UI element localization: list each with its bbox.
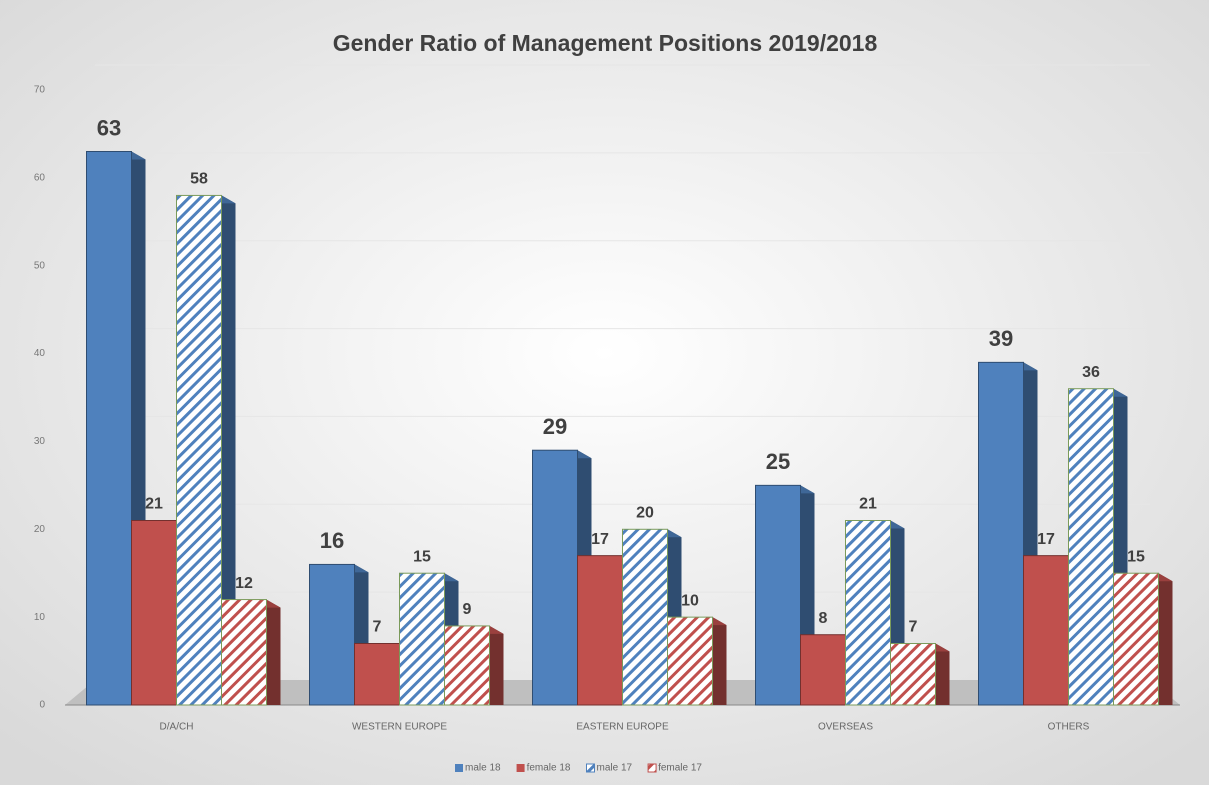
- legend-swatch: [516, 764, 525, 772]
- bar-side: [489, 625, 504, 705]
- data-label: 7: [373, 619, 382, 636]
- bar: [221, 599, 267, 706]
- data-label: 15: [413, 548, 431, 565]
- data-label: 16: [320, 528, 344, 553]
- y-tick-label: 30: [34, 436, 46, 447]
- bar: [890, 643, 936, 706]
- bar: [622, 528, 668, 706]
- data-label: 7: [909, 619, 918, 636]
- legend-label: female 18: [527, 763, 571, 774]
- bar: [577, 555, 623, 706]
- bar: [354, 643, 400, 706]
- bar: [978, 361, 1024, 706]
- data-label: 10: [681, 592, 699, 609]
- bar: [1068, 388, 1114, 706]
- bar: [176, 194, 222, 706]
- data-label: 8: [819, 610, 828, 627]
- data-label: 9: [463, 601, 472, 618]
- bar-side: [221, 195, 236, 705]
- data-label: 36: [1082, 364, 1100, 381]
- y-tick-label: 50: [34, 260, 46, 271]
- y-tick-label: 10: [34, 612, 46, 623]
- chart-title: Gender Ratio of Management Positions 201…: [333, 30, 878, 56]
- bar: [755, 484, 801, 706]
- data-label: 17: [591, 531, 609, 548]
- y-tick-label: 40: [34, 348, 46, 359]
- data-label: 29: [543, 414, 567, 439]
- data-label: 39: [989, 326, 1013, 351]
- legend-label: male 17: [597, 763, 633, 774]
- bar-side: [935, 643, 950, 705]
- bar: [86, 151, 132, 706]
- bar-side: [266, 599, 281, 705]
- y-tick-label: 70: [34, 85, 46, 96]
- bar: [800, 634, 846, 706]
- bar: [131, 520, 177, 706]
- bar-side: [712, 617, 727, 705]
- data-label: 25: [766, 449, 790, 474]
- y-tick-label: 20: [34, 524, 46, 535]
- bar-side: [1158, 573, 1173, 705]
- legend-swatch: [647, 763, 657, 773]
- bar: [1113, 572, 1159, 706]
- data-label: 12: [235, 575, 253, 592]
- bar: [845, 520, 891, 706]
- data-label: 63: [97, 115, 121, 140]
- legend-label: female 17: [658, 763, 702, 774]
- data-label: 21: [145, 496, 163, 513]
- x-tick-label: WESTERN EUROPE: [352, 722, 447, 733]
- data-label: 58: [190, 171, 208, 188]
- bar: [532, 449, 578, 706]
- bar: [444, 625, 490, 706]
- bar: [1023, 555, 1069, 706]
- legend-swatch: [455, 764, 463, 772]
- x-tick-label: D/A/CH: [160, 722, 194, 733]
- bar: [399, 572, 445, 706]
- x-tick-label: EASTERN EUROPE: [576, 722, 669, 733]
- y-tick-label: 60: [34, 172, 46, 183]
- x-tick-label: OVERSEAS: [818, 722, 873, 733]
- data-label: 20: [636, 505, 654, 522]
- y-tick-label: 0: [39, 700, 45, 711]
- bar: [309, 563, 355, 706]
- x-tick-label: OTHERS: [1048, 722, 1090, 733]
- legend-swatch: [586, 763, 595, 773]
- data-label: 15: [1127, 548, 1145, 565]
- data-label: 17: [1037, 531, 1055, 548]
- legend-label: male 18: [465, 763, 501, 774]
- data-label: 21: [859, 496, 877, 513]
- bar: [667, 616, 713, 706]
